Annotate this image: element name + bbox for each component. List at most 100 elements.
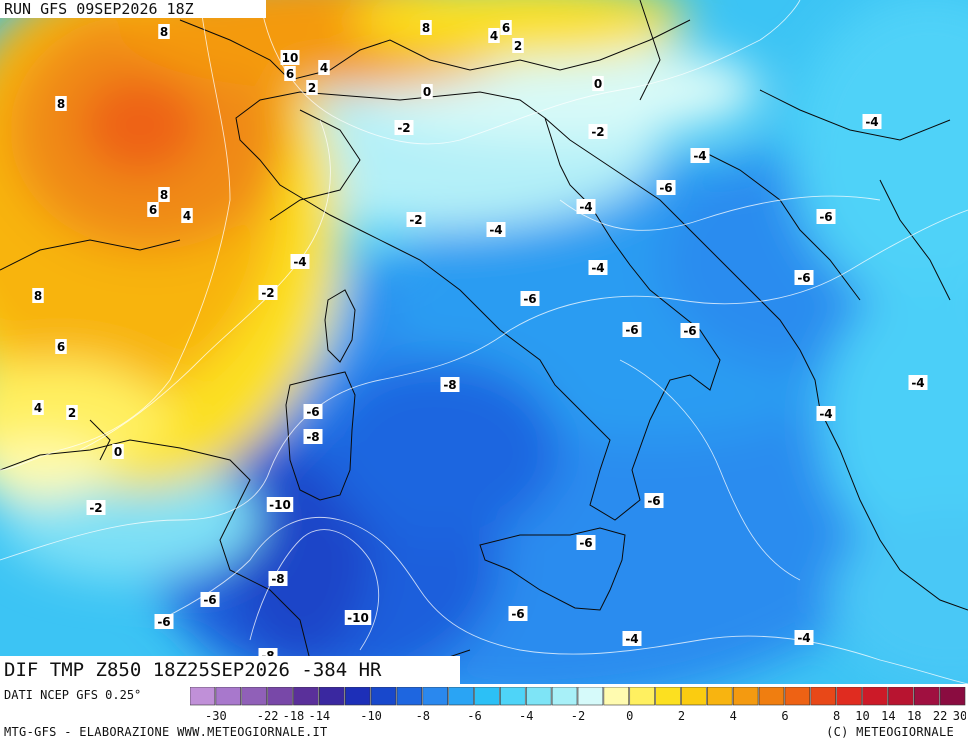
legend-swatch bbox=[939, 687, 966, 706]
legend-tick-label: 14 bbox=[881, 709, 895, 723]
legend-tick-label: 8 bbox=[833, 709, 840, 723]
contour-label-text: 6 bbox=[149, 203, 157, 217]
footer-credit: MTG-GFS - ELABORAZIONE WWW.METEOGIORNALE… bbox=[4, 725, 328, 739]
contour-label: -6 bbox=[816, 209, 836, 224]
field-title: DIF TMP Z850 18Z25SEP2026 -384 HR bbox=[0, 656, 460, 684]
contour-label: -2 bbox=[406, 212, 426, 227]
contour-label: -2 bbox=[86, 500, 106, 515]
legend-swatch bbox=[836, 687, 862, 706]
contour-label-text: -10 bbox=[269, 498, 291, 512]
legend-tick-label: -2 bbox=[571, 709, 585, 723]
run-title: RUN GFS 09SEP2026 18Z bbox=[0, 0, 266, 18]
contour-label: 2 bbox=[306, 80, 318, 95]
contour-label-text: 4 bbox=[34, 401, 42, 415]
legend-swatch bbox=[448, 687, 474, 706]
contour-label: -6 bbox=[680, 323, 700, 338]
contour-label-text: -4 bbox=[293, 255, 306, 269]
legend-swatch bbox=[525, 687, 552, 706]
contour-label-text: 8 bbox=[57, 97, 65, 111]
legend-swatch bbox=[293, 687, 319, 706]
contour-label: -6 bbox=[622, 322, 642, 337]
contour-label: 8 bbox=[32, 288, 44, 303]
contour-label-text: 8 bbox=[160, 25, 168, 39]
contour-label: -4 bbox=[486, 222, 506, 237]
legend-tick-label: -22 bbox=[257, 709, 279, 723]
contour-label: -4 bbox=[908, 375, 928, 390]
contour-label-text: -6 bbox=[819, 210, 832, 224]
contour-label: -2 bbox=[588, 124, 608, 139]
contour-label-text: 2 bbox=[514, 39, 522, 53]
contour-label: 4 bbox=[32, 400, 44, 415]
contour-label: 2 bbox=[512, 38, 524, 53]
contour-label-text: -6 bbox=[625, 323, 638, 337]
contour-label: 6 bbox=[284, 66, 296, 81]
legend-tick-label: -18 bbox=[283, 709, 305, 723]
contour-label: 6 bbox=[147, 202, 159, 217]
contour-label: -4 bbox=[622, 631, 642, 646]
contour-label-text: 2 bbox=[68, 406, 76, 420]
legend-swatch bbox=[629, 687, 655, 706]
temperature-field bbox=[0, 0, 968, 684]
legend-swatch bbox=[810, 687, 836, 706]
legend-tick-label: 22 bbox=[933, 709, 947, 723]
contour-label-text: -6 bbox=[647, 494, 660, 508]
legend-swatch bbox=[784, 687, 811, 706]
contour-label-text: 0 bbox=[114, 445, 122, 459]
legend-swatch bbox=[551, 687, 578, 706]
legend-swatch bbox=[344, 687, 371, 706]
legend-swatch bbox=[267, 687, 293, 706]
contour-label: 4 bbox=[488, 28, 500, 43]
legend-tick-label: 18 bbox=[907, 709, 921, 723]
legend-tick-label: -8 bbox=[416, 709, 430, 723]
contour-label-text: -4 bbox=[591, 261, 604, 275]
legend-swatch bbox=[603, 687, 630, 706]
legend-tick-label: -6 bbox=[467, 709, 481, 723]
contour-label-text: -6 bbox=[306, 405, 319, 419]
contour-label-text: -6 bbox=[797, 271, 810, 285]
legend-tick-label: -4 bbox=[519, 709, 533, 723]
legend-swatch bbox=[707, 687, 733, 706]
contour-label-text: -4 bbox=[797, 631, 810, 645]
contour-label-text: -4 bbox=[489, 223, 502, 237]
legend-swatch bbox=[758, 687, 785, 706]
contour-label-text: -6 bbox=[157, 615, 170, 629]
contour-label-text: -2 bbox=[397, 121, 410, 135]
coastline-borders bbox=[0, 0, 968, 684]
contour-label-text: 6 bbox=[57, 340, 65, 354]
contour-label: -10 bbox=[266, 497, 294, 512]
contour-label-text: 0 bbox=[594, 77, 602, 91]
contour-label-text: -2 bbox=[591, 125, 604, 139]
contour-label-text: -8 bbox=[306, 430, 319, 444]
contour-label: -6 bbox=[508, 606, 528, 621]
contour-label: -4 bbox=[690, 148, 710, 163]
contour-label: -6 bbox=[154, 614, 174, 629]
contour-label-text: -4 bbox=[911, 376, 924, 390]
contour-label: 4 bbox=[318, 60, 330, 75]
legend-swatch bbox=[241, 687, 267, 706]
contour-label-text: -4 bbox=[865, 115, 878, 129]
legend-swatch bbox=[500, 687, 526, 706]
contour-label: -6 bbox=[794, 270, 814, 285]
contour-label: -6 bbox=[656, 180, 676, 195]
contour-label-text: -6 bbox=[511, 607, 524, 621]
temperature-anomaly-map: 8 8 4 6 2 10 4 6 2 0 0 8 -2 -2 -4 -4 8 6 4 -6 -4 -6 -2 -4 -4 -4 -6… bbox=[0, 0, 968, 684]
legend-tick-label: 2 bbox=[678, 709, 685, 723]
contour-label-text: -4 bbox=[819, 407, 832, 421]
contour-label: -4 bbox=[290, 254, 310, 269]
contour-label: -6 bbox=[303, 404, 323, 419]
contour-label-text: -6 bbox=[203, 593, 216, 607]
contour-label: 8 bbox=[420, 20, 432, 35]
legend-tick-label: -14 bbox=[308, 709, 330, 723]
contour-label-text: -4 bbox=[625, 632, 638, 646]
contour-label-text: 8 bbox=[160, 188, 168, 202]
contour-label: -2 bbox=[258, 285, 278, 300]
legend-tick-label: 4 bbox=[730, 709, 737, 723]
legend-swatch bbox=[319, 687, 345, 706]
data-source-label: DATI NCEP GFS 0.25° bbox=[4, 688, 142, 702]
contour-label-text: -2 bbox=[409, 213, 422, 227]
contour-label: 0 bbox=[421, 84, 433, 99]
contour-label: -6 bbox=[520, 291, 540, 306]
contour-label: -4 bbox=[588, 260, 608, 275]
contour-label-text: -6 bbox=[579, 536, 592, 550]
legend-swatch bbox=[370, 687, 397, 706]
